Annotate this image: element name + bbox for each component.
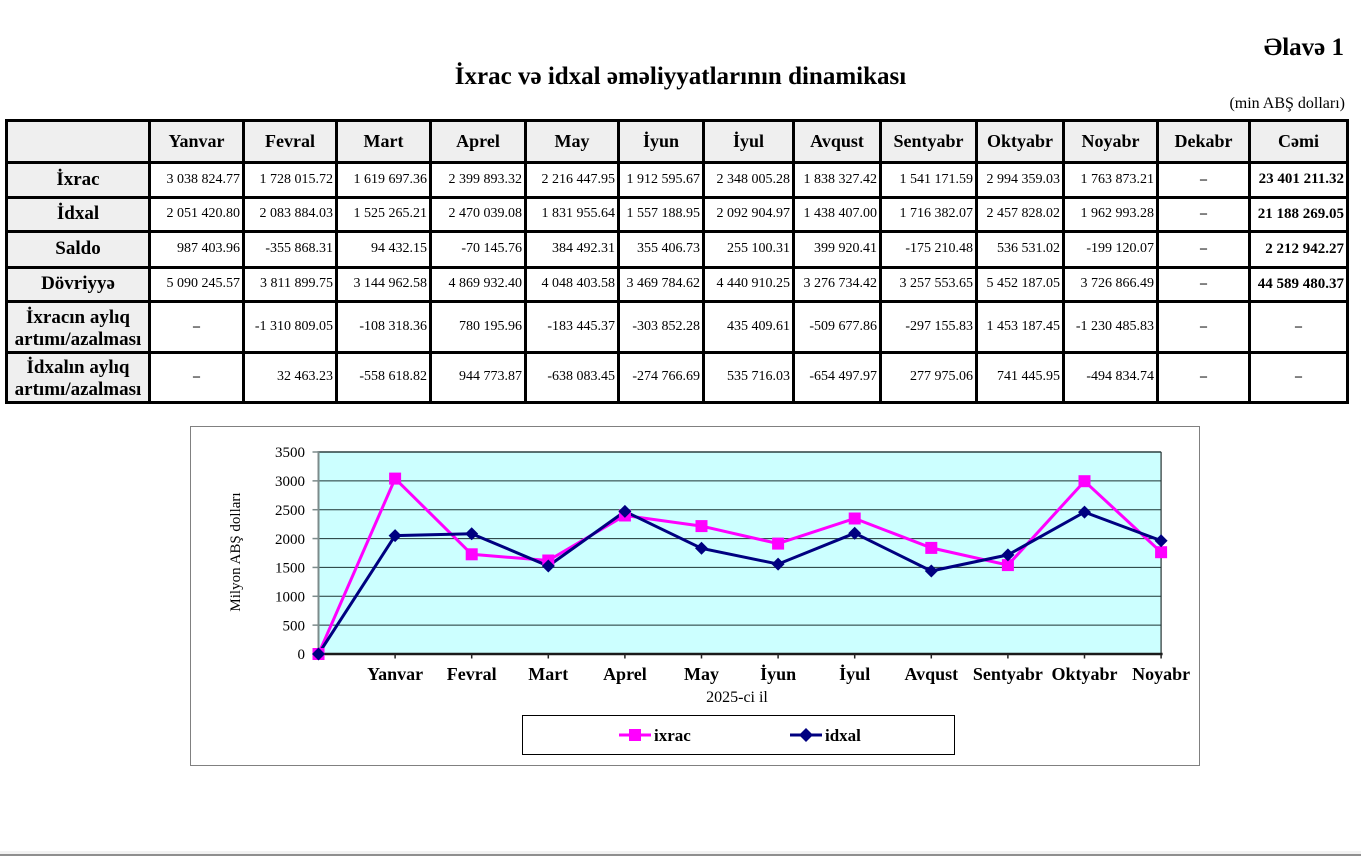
svg-text:İyun: İyun [760,664,796,684]
svg-text:1000: 1000 [275,590,305,606]
svg-text:İyul: İyul [839,664,870,684]
svg-text:2500: 2500 [275,503,305,519]
svg-text:idxal: idxal [825,726,861,745]
svg-text:Oktyabr: Oktyabr [1051,664,1117,684]
svg-text:0: 0 [298,647,306,663]
svg-text:Noyabr: Noyabr [1132,664,1190,684]
svg-text:2000: 2000 [275,532,305,548]
svg-text:1500: 1500 [275,561,305,577]
svg-text:3500: 3500 [275,445,305,461]
svg-text:Fevral: Fevral [447,664,497,684]
svg-text:Sentyabr: Sentyabr [973,664,1043,684]
svg-text:Aprel: Aprel [603,664,647,684]
svg-text:Mart: Mart [528,664,568,684]
svg-text:Yanvar: Yanvar [367,664,423,684]
svg-text:Avqust: Avqust [904,664,958,684]
svg-text:ixrac: ixrac [654,726,691,745]
svg-text:May: May [684,664,719,684]
svg-text:500: 500 [283,618,306,634]
svg-text:2025-ci il: 2025-ci il [706,689,768,706]
svg-text:Milyon ABŞ dolları: Milyon ABŞ dolları [228,492,244,611]
svg-text:3000: 3000 [275,474,305,490]
